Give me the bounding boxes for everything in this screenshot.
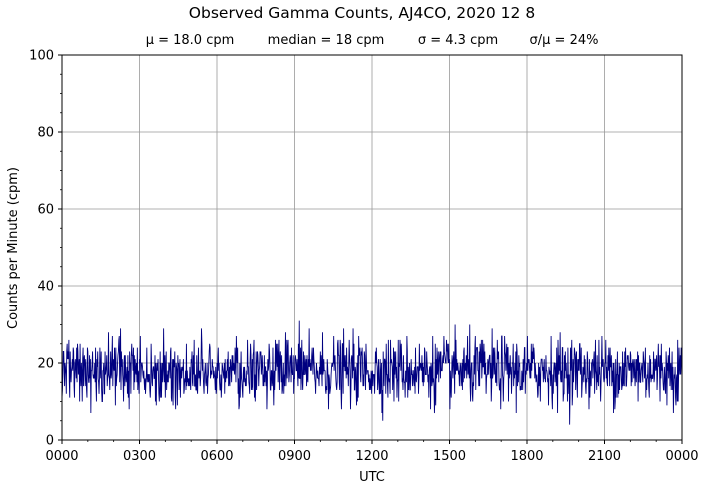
stat-ratio: σ/μ = 24% <box>530 33 599 48</box>
y-tick-label: 80 <box>37 126 54 141</box>
stat-mean: μ = 18.0 cpm <box>146 33 235 48</box>
y-tick-label: 60 <box>37 203 54 218</box>
tick-labels: 0000 0300 0600 0900 1200 1500 1800 2100 00000204… <box>29 49 698 465</box>
x-tick-label: 2100 <box>588 449 621 464</box>
x-tick-label: 1500 <box>433 449 466 464</box>
y-tick-label: 40 <box>37 280 54 295</box>
x-tick-label: 0900 <box>278 449 311 464</box>
x-tick-label: 0000 <box>665 449 698 464</box>
stat-sigma: σ = 4.3 cpm <box>418 33 498 48</box>
y-tick-label: 20 <box>37 357 54 372</box>
stat-median: median = 18 cpm <box>268 33 385 48</box>
data-series <box>61 320 683 425</box>
x-tick-label: 1200 <box>355 449 388 464</box>
x-tick-label: 1800 <box>510 449 543 464</box>
chart-title: Observed Gamma Counts, AJ4CO, 2020 12 8 <box>189 4 535 22</box>
axes <box>58 54 683 444</box>
y-tick-label: 0 <box>46 434 54 449</box>
y-axis-label: Counts per Minute (cpm) <box>6 167 21 329</box>
x-tick-label: 0600 <box>200 449 233 464</box>
series-line <box>61 320 683 425</box>
x-tick-label: 0000 <box>45 449 78 464</box>
x-axis-label: UTC <box>359 470 385 485</box>
y-tick-label: 100 <box>29 49 54 64</box>
grid <box>62 55 682 440</box>
x-tick-label: 0300 <box>123 449 156 464</box>
